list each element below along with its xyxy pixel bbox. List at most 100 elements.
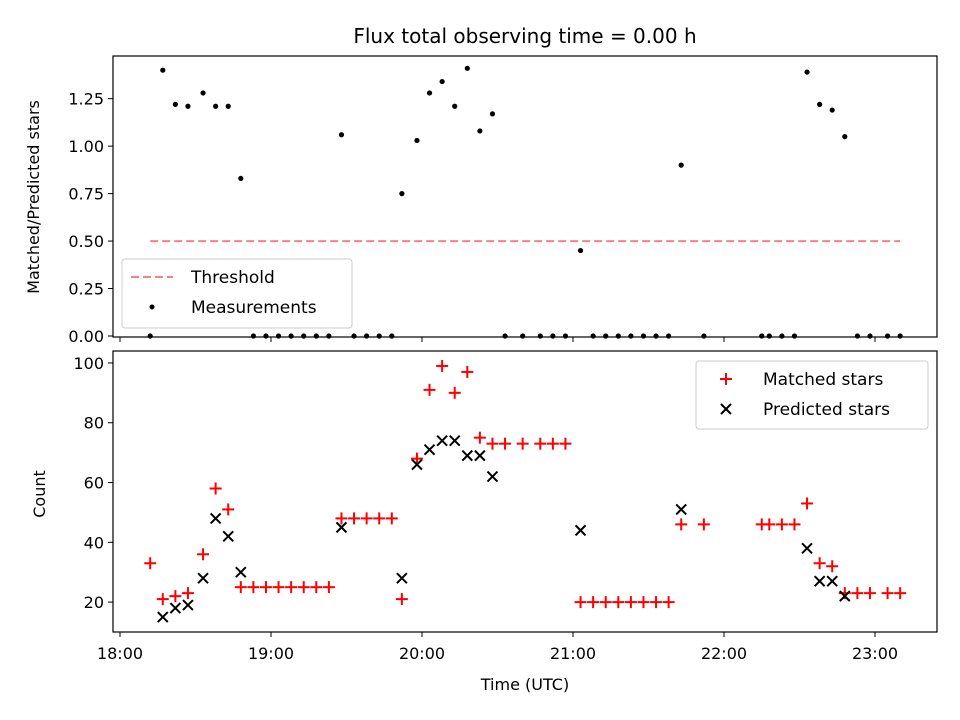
measurement-point — [653, 333, 659, 339]
predicted-point-b — [826, 575, 838, 587]
measurement-point — [389, 333, 395, 339]
predicted-point — [169, 602, 182, 614]
top-plot-content — [147, 65, 903, 339]
top-panel: Flux total observing time = 0.00 h Match… — [24, 24, 938, 346]
measurement-point — [562, 333, 569, 339]
matched-point — [534, 437, 547, 450]
matched-point — [144, 557, 157, 570]
matched-point — [410, 452, 423, 465]
predicted-point — [197, 572, 209, 584]
measurement-point — [376, 333, 382, 339]
measurement-point — [817, 101, 823, 107]
matched-point — [801, 497, 814, 510]
measurement-point — [640, 333, 647, 339]
x-tick-label: 22:00 — [701, 644, 747, 663]
predicted-point — [222, 530, 234, 543]
predicted-point-b — [486, 470, 499, 483]
bottom-plot-area — [112, 350, 938, 633]
matched-point — [851, 587, 864, 600]
measurement-point — [759, 333, 765, 339]
top-legend: Threshold Measurements — [121, 258, 353, 329]
predicted-point-b — [449, 434, 461, 447]
measurement-point — [615, 333, 621, 339]
matched-point — [675, 518, 688, 531]
predicted-point — [839, 590, 851, 602]
matched-point — [546, 437, 559, 450]
y-tick-label: 1.00 — [68, 137, 104, 156]
measurement-point — [414, 137, 420, 144]
bottom-panel: Count Time (UTC) 20 40 60 80 100 18:00 19:00 2… — [30, 350, 938, 694]
predicted-point — [209, 512, 222, 525]
matched-point — [360, 512, 373, 525]
matched-point — [863, 587, 876, 600]
matched-point — [826, 560, 839, 573]
predicted-point-b — [222, 530, 234, 543]
matched-point — [297, 581, 310, 594]
matched-point — [486, 437, 499, 450]
predicted-point-b — [461, 449, 474, 462]
measurement-point — [897, 333, 903, 339]
x-tick-label: 20:00 — [399, 644, 445, 663]
measurement-point — [477, 128, 483, 134]
predicted-point-b — [436, 434, 448, 447]
measurement-point — [854, 333, 860, 339]
matched-point — [788, 518, 801, 531]
matched-point — [335, 512, 348, 525]
matched-point — [272, 581, 285, 594]
threshold-legend-label: Threshold — [190, 268, 275, 288]
predicted-point — [574, 524, 587, 537]
predicted-point-b — [335, 521, 348, 534]
bottom-y-axis-label: Count — [30, 470, 49, 518]
matched-point — [599, 596, 612, 609]
y-tick-label: 1.25 — [68, 90, 104, 109]
measurement-point — [313, 333, 319, 339]
matched-point — [662, 596, 675, 609]
measurement-point — [678, 162, 684, 168]
matched-point — [650, 596, 663, 609]
predicted-point — [335, 521, 348, 534]
matched-point — [574, 596, 587, 609]
measurement-point — [200, 90, 206, 96]
predicted-point — [423, 443, 436, 456]
matched-point — [587, 596, 600, 609]
x-tick-label: 23:00 — [852, 644, 898, 663]
predicted-legend-swatch — [720, 403, 732, 415]
measurement-point — [238, 175, 244, 182]
measurement-point — [301, 333, 307, 339]
y-tick-label: 20 — [84, 593, 104, 612]
predicted-point — [801, 542, 813, 555]
matched-point — [285, 581, 298, 594]
matched-point — [181, 587, 194, 600]
matched-point — [775, 518, 788, 531]
predicted-point-b — [839, 590, 851, 602]
measurement-point — [550, 333, 556, 339]
measurement-point — [537, 333, 543, 339]
measurement-point — [628, 333, 634, 339]
matched-point — [473, 431, 486, 444]
y-tick-label: 0.50 — [68, 232, 104, 251]
matched-point — [209, 482, 222, 495]
chart-title: Flux total observing time = 0.00 h — [353, 24, 696, 48]
matched-point — [763, 518, 776, 531]
predicted-point-b — [182, 599, 194, 611]
predicted-point-b — [197, 572, 209, 584]
matched-point — [516, 437, 529, 450]
matched-point — [247, 581, 260, 594]
matched-point — [156, 593, 169, 606]
y-tick-label: 60 — [84, 474, 104, 493]
measurement-point — [666, 333, 672, 339]
measurement-point — [338, 132, 345, 138]
matched-point — [559, 437, 572, 450]
predicted-point-b — [675, 503, 687, 516]
measurement-point — [701, 333, 707, 339]
matched-point — [310, 581, 323, 594]
matched-point — [624, 596, 637, 609]
predicted-point — [182, 599, 194, 611]
predicted-point-b — [235, 566, 247, 578]
bottom-x-ticks: 18:00 19:00 20:00 21:00 22:00 23:00 — [97, 632, 898, 663]
matched-point — [436, 359, 449, 372]
measurement-point — [464, 65, 470, 71]
measurement-point — [489, 111, 496, 117]
measurement-point — [288, 333, 294, 339]
